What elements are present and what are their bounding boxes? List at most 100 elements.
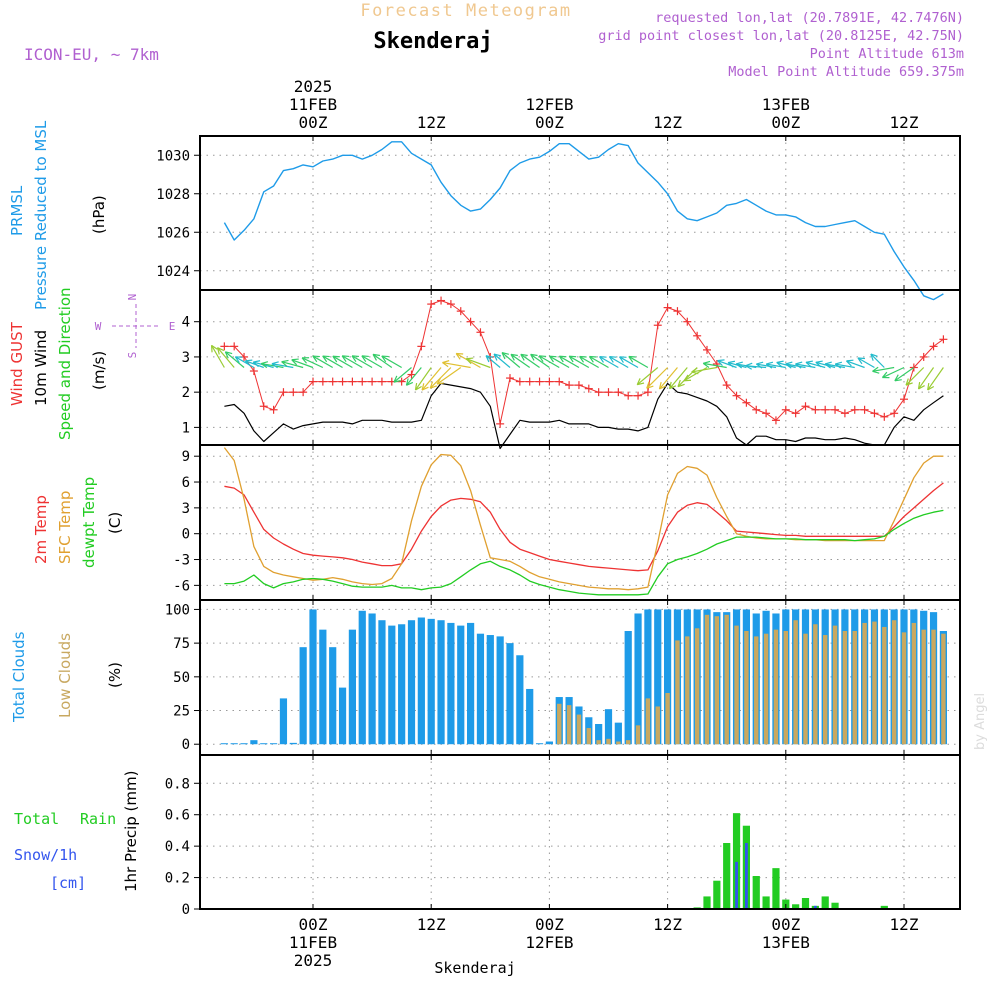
- y-tick-label: 0.2: [165, 871, 190, 887]
- wind-arrow-head: [646, 385, 654, 389]
- gust-marker: [781, 405, 790, 414]
- total-cloud-bar: [437, 620, 445, 745]
- location-title: Skenderaj: [373, 29, 492, 54]
- gust-marker: [693, 331, 702, 340]
- wind-arrow-shaft: [235, 356, 255, 369]
- low-cloud-bar: [921, 629, 926, 745]
- low-cloud-bar: [645, 698, 651, 745]
- gust-marker: [535, 377, 544, 386]
- wind-arrow-head: [216, 347, 220, 355]
- wind-arrow-head: [785, 361, 793, 365]
- gust-marker: [456, 307, 465, 316]
- pressure-labels: PRMSL Pressure Reduced to MSL (hPa): [8, 120, 108, 310]
- wind-arrow-head: [322, 355, 328, 363]
- gust-marker: [299, 388, 308, 397]
- wind-arrow-shaft: [824, 363, 846, 369]
- total-cloud-bar: [535, 743, 544, 745]
- wind-arrow-head: [421, 386, 429, 391]
- wind-arrow-shaft: [538, 355, 560, 369]
- total-cloud-bar: [220, 743, 228, 745]
- wind-arrow-shaft: [261, 362, 284, 369]
- wind-arrow-head: [493, 353, 498, 361]
- wind-arrow-head: [727, 362, 734, 368]
- low-cloud-bar: [773, 629, 779, 745]
- gust-marker: [476, 328, 485, 337]
- total-cloud-bar: [270, 743, 278, 745]
- wind-arrow: [805, 360, 826, 369]
- compass-w: W: [95, 320, 102, 333]
- dewpoint-series-line: [224, 509, 944, 596]
- panel-frame: [199, 289, 961, 446]
- low-cloud-bar: [882, 626, 887, 745]
- wind-arrow-head: [735, 361, 743, 365]
- wind-arrow-head: [857, 357, 863, 365]
- wind-arrow-head: [646, 381, 650, 389]
- gust-series-line: [224, 300, 944, 425]
- temp-label-1: 2m Temp: [32, 495, 50, 564]
- wind-arrow-head: [745, 365, 752, 370]
- wind-arrow: [927, 367, 944, 391]
- bottom-time-label: 00Z: [299, 915, 328, 934]
- rain-bar: [880, 905, 888, 909]
- wind-arrow-head: [442, 362, 449, 368]
- wind-arrow-head: [894, 379, 902, 382]
- gust-marker: [279, 388, 288, 397]
- wind-arrow-head: [520, 354, 525, 361]
- wind-arrow-shaft: [703, 362, 727, 369]
- gust-marker: [437, 296, 446, 305]
- wind-arrow-head: [870, 353, 874, 361]
- y-tick-label: 0.8: [165, 776, 190, 792]
- wind-arrow: [405, 367, 422, 386]
- top-time-label: 00Z: [535, 113, 564, 132]
- wind-arrow: [846, 359, 865, 369]
- wind-arrow-head: [381, 355, 389, 358]
- total-cloud-bar: [427, 618, 435, 745]
- wind-arrow-head: [341, 355, 347, 363]
- wind-arrow-head: [493, 353, 501, 357]
- wind-arrow-head: [361, 355, 367, 363]
- wind-arrow: [834, 361, 855, 369]
- gust-marker: [811, 405, 820, 414]
- info-line-3: Point Altitude 613m: [810, 46, 964, 62]
- total-cloud-bar: [624, 631, 632, 745]
- gust-marker: [791, 409, 800, 418]
- total-cloud-bar: [279, 698, 288, 745]
- low-cloud-bar: [852, 631, 857, 745]
- top-time-label: 12FEB: [525, 95, 573, 114]
- wind-arrow-head: [691, 367, 698, 373]
- gust-marker: [732, 391, 741, 400]
- y-tick-label: 0: [182, 527, 190, 543]
- gust-marker: [555, 377, 564, 386]
- gust-marker: [663, 303, 672, 312]
- low-cloud-bar: [862, 622, 867, 745]
- wind-arrow-head: [815, 361, 822, 368]
- wind-arrow-head: [520, 353, 528, 357]
- wind-arrow-head: [894, 374, 899, 382]
- gust-marker: [821, 405, 830, 414]
- top-time-label: 12Z: [890, 113, 919, 132]
- wind-arrow-head: [795, 363, 802, 369]
- wind-arrow: [917, 367, 935, 390]
- low-cloud-bar: [626, 740, 631, 745]
- wind-arrow: [795, 361, 816, 369]
- wind-arrow-head: [677, 383, 685, 388]
- wind-arrow-head: [918, 385, 925, 390]
- wind-arrow: [894, 367, 915, 382]
- rain-bar: [792, 904, 800, 909]
- low-cloud-bar: [694, 628, 700, 745]
- precip-label-rain: Rain: [80, 810, 116, 828]
- gust-marker: [407, 370, 416, 379]
- gust-marker: [673, 307, 682, 316]
- wind-label-1: Wind GUST: [8, 321, 26, 406]
- cloud-label-2: Low Clouds: [56, 633, 74, 718]
- y-tick-label: 1028: [156, 187, 190, 203]
- total-cloud-bar: [545, 741, 553, 745]
- gust-marker: [545, 377, 554, 386]
- gust-marker: [368, 377, 377, 386]
- gust-marker: [338, 377, 347, 386]
- wind-arrow-head: [361, 355, 369, 358]
- wind-arrow-head: [756, 361, 764, 365]
- wind-arrow-head: [351, 355, 357, 363]
- wind-arrow-shaft: [835, 363, 855, 369]
- wind-arrow-head: [291, 358, 299, 361]
